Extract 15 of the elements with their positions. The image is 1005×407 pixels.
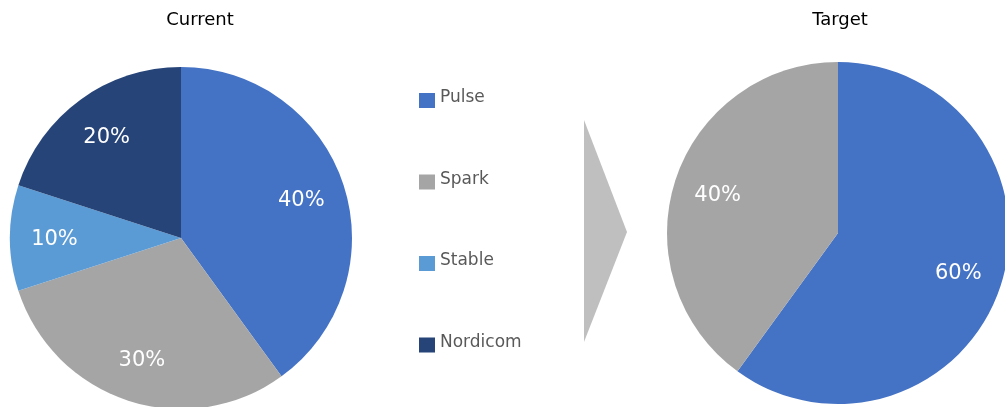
data-label: 20% [83, 123, 130, 148]
legend-label: Nordicom [440, 330, 522, 351]
data-label: 10% [31, 226, 78, 251]
data-label: 40% [694, 182, 741, 207]
legend-label: Stable [440, 249, 494, 269]
legend-label: Spark [440, 167, 489, 188]
chart-title: Target [811, 8, 868, 29]
pie-slice [10, 185, 181, 291]
legend-label: Pulse [440, 86, 485, 106]
chart-title: Current [166, 8, 234, 29]
pie-slice [181, 67, 352, 377]
data-label: 60% [935, 260, 982, 285]
pie-slice [667, 62, 838, 372]
data-label: 40% [278, 187, 325, 212]
data-label: 30% [118, 346, 166, 371]
